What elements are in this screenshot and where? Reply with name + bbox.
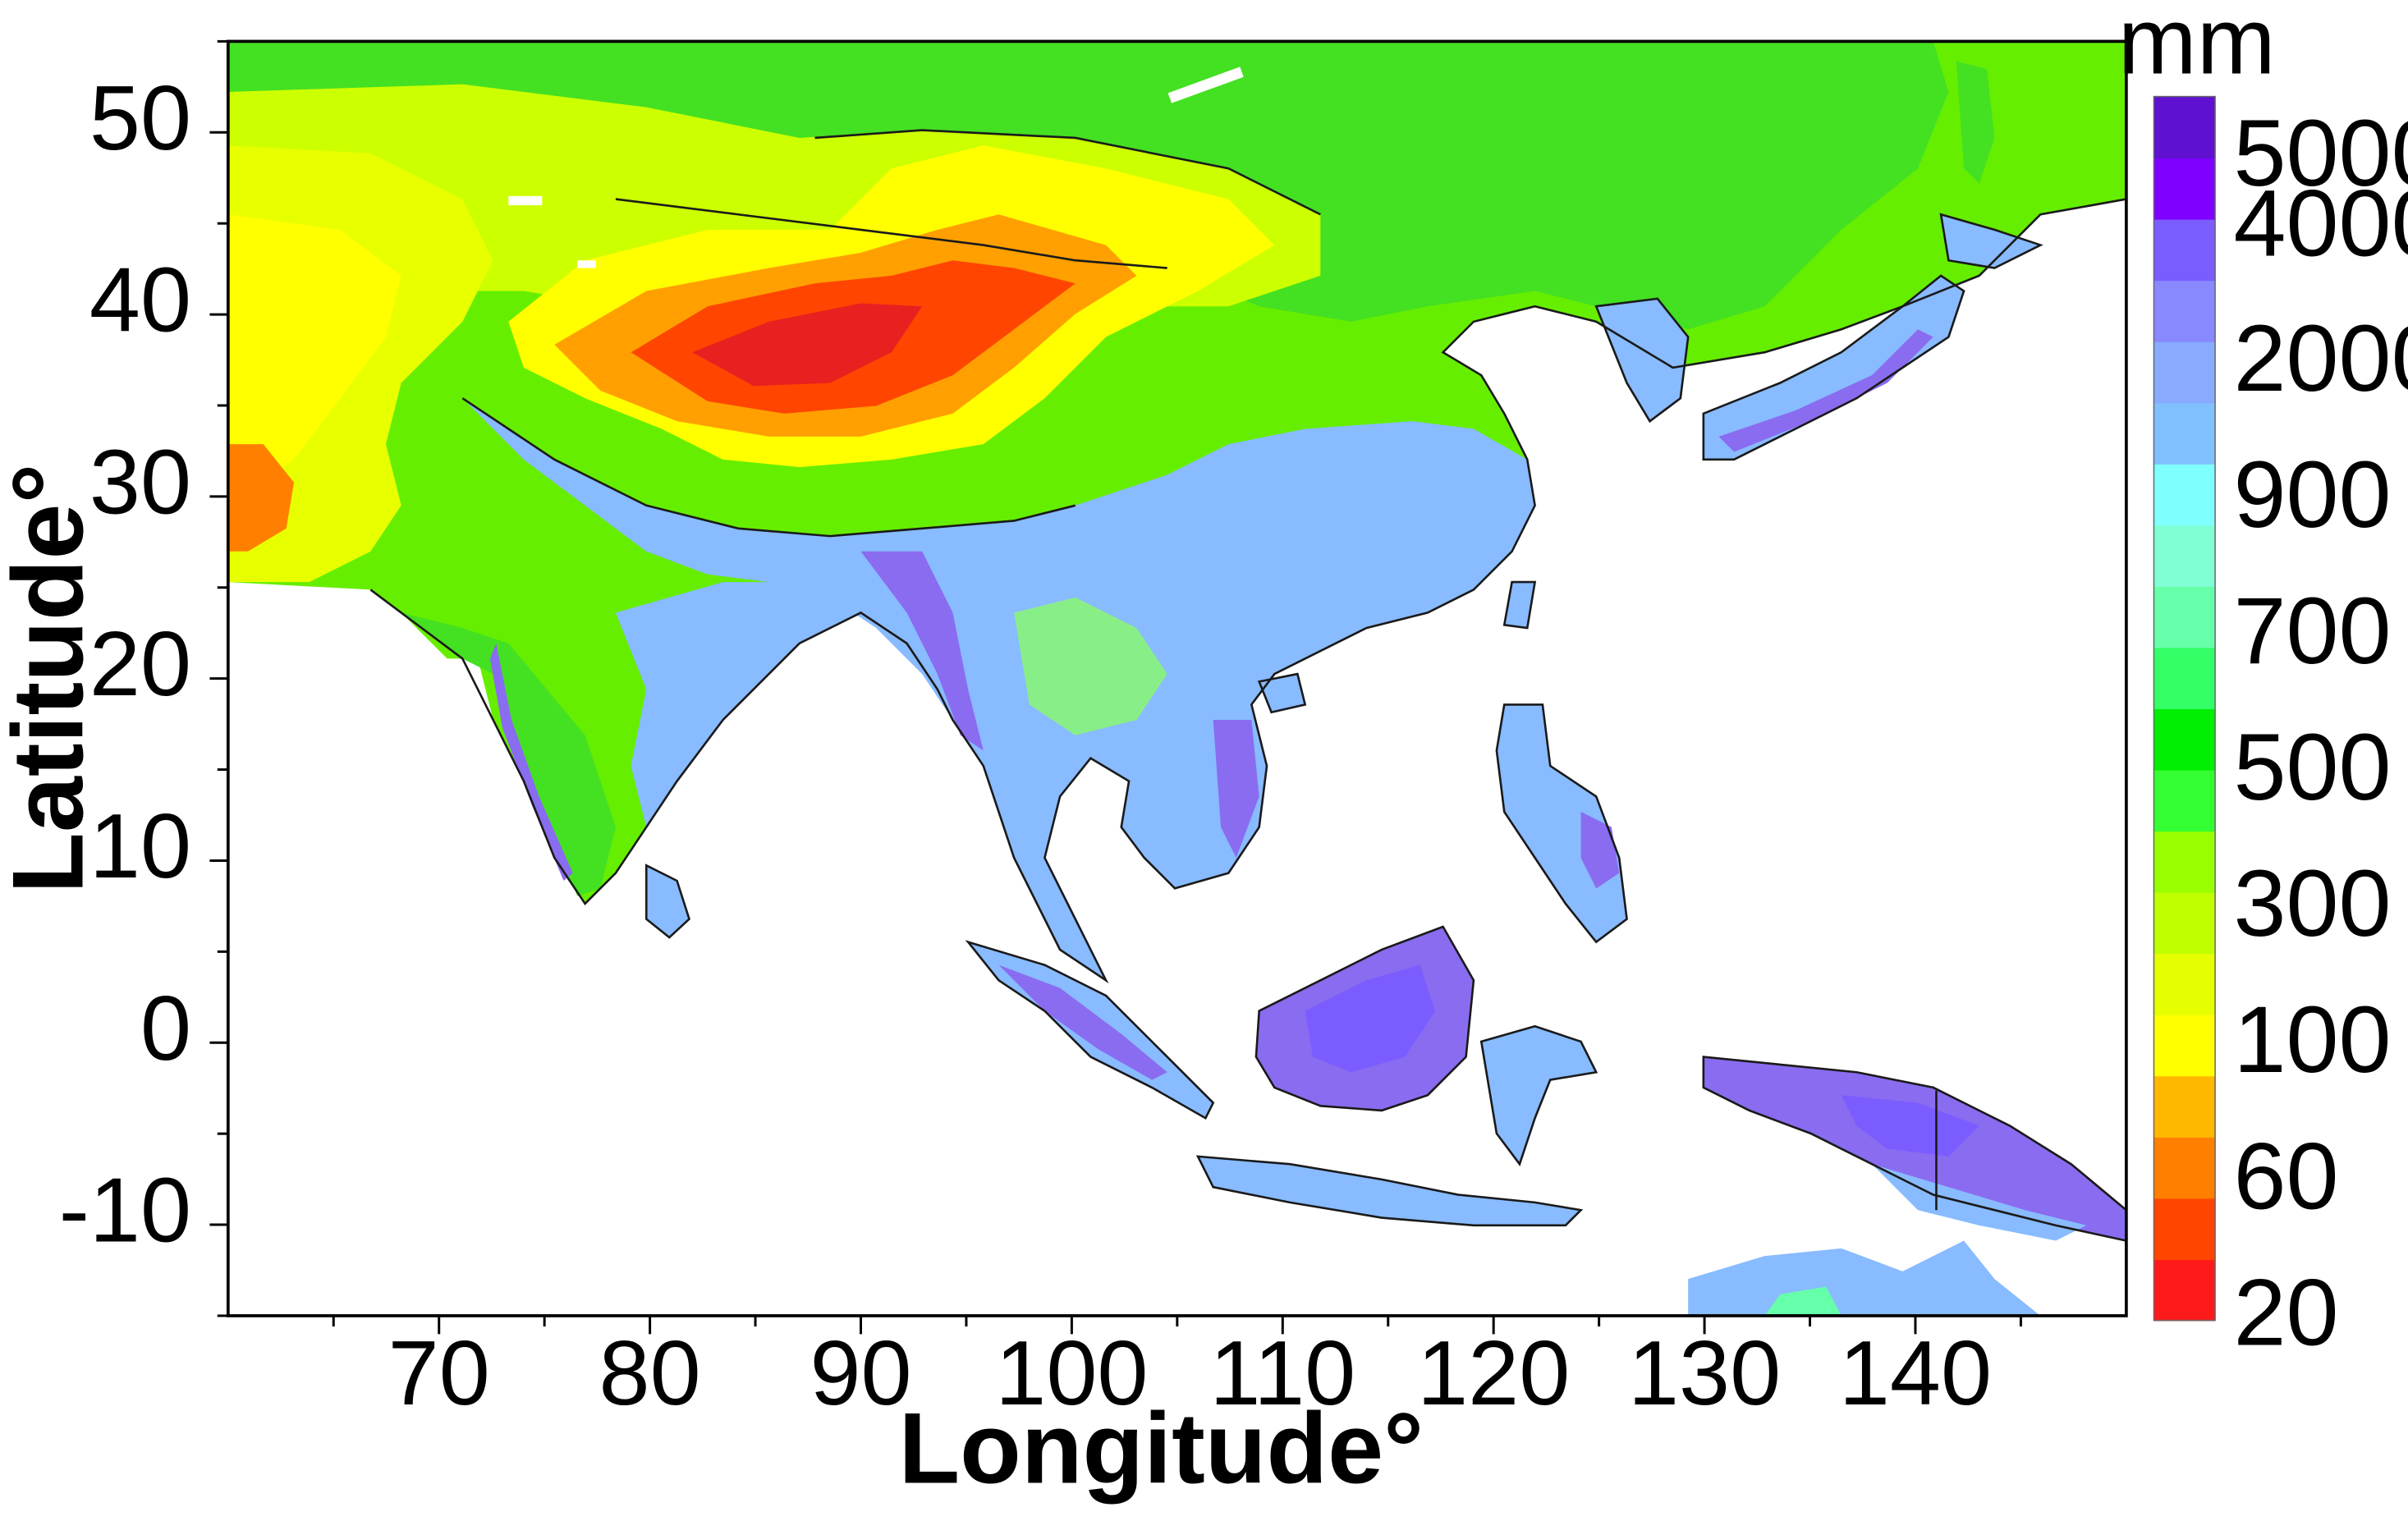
colorbar-label: 4000 xyxy=(2233,172,2408,277)
colorbar-swatch xyxy=(2153,585,2216,648)
x-tick-label: 120 xyxy=(1417,1322,1570,1424)
colorbar-unit: mm xyxy=(2118,0,2276,94)
x-tick-label: 140 xyxy=(1839,1322,1992,1424)
borneo-core xyxy=(1305,964,1436,1073)
japan-main xyxy=(1703,275,1965,460)
x-tick-label: 70 xyxy=(388,1322,490,1424)
colorbar-label: 5000 xyxy=(2233,101,2408,206)
colorbar-swatch xyxy=(2153,647,2216,709)
australia-north xyxy=(1688,1240,2041,1316)
korea xyxy=(1596,298,1689,422)
x-tick-label: 100 xyxy=(995,1322,1148,1424)
colorbar-swatch xyxy=(2153,96,2216,159)
colorbar-swatch xyxy=(2153,1136,2216,1199)
western-desert-core xyxy=(227,214,401,506)
colorbar-swatch xyxy=(2153,1014,2216,1077)
x-tick-label: 90 xyxy=(810,1322,911,1424)
australia-green-patch xyxy=(1764,1286,1842,1316)
colorbar: 50004000 2000 900 700 500 300 100 60 20 xyxy=(2153,95,2408,1365)
colorbar-swatch xyxy=(2153,708,2216,771)
colorbar-swatch xyxy=(2153,831,2216,893)
snow-specks xyxy=(508,66,1244,268)
sulawesi xyxy=(1481,1026,1597,1165)
southeast-interior-green xyxy=(1014,597,1167,735)
myanmar-coast-purple xyxy=(860,551,984,751)
y-tick-label: 40 xyxy=(89,249,191,351)
colorbar-swatch xyxy=(2153,158,2216,220)
colorbar-swatch xyxy=(2153,953,2216,1015)
y-tick-label: 50 xyxy=(89,66,191,169)
y-tick-label: 20 xyxy=(89,612,191,715)
new-guinea-south xyxy=(1872,1164,2087,1241)
central-desert-core xyxy=(692,303,923,387)
colorbar-label: 60 xyxy=(2233,1124,2338,1229)
x-axis: 70 80 90 100 110 120 130 140 xyxy=(332,1315,2022,1424)
x-tick-label: 110 xyxy=(1209,1322,1355,1424)
colorbar-swatch xyxy=(2153,769,2216,832)
western-hotspot xyxy=(227,444,295,552)
colorbar-swatch xyxy=(2153,1075,2216,1138)
y-tick-label: 30 xyxy=(89,430,191,533)
y-tick-label: 0 xyxy=(140,977,191,1079)
colorbar-label: 100 xyxy=(2233,987,2391,1093)
y-axis-title: Latitude° xyxy=(0,464,104,894)
y-axis: 50 40 30 20 10 0 -10 xyxy=(59,39,228,1317)
colorbar-swatch xyxy=(2153,402,2216,465)
colorbar-label: 2000 xyxy=(2233,306,2408,411)
sakhalin xyxy=(1956,61,1995,184)
colorbar-label: 20 xyxy=(2233,1260,2338,1365)
y-tick-label: 10 xyxy=(89,795,191,897)
x-tick-label: 80 xyxy=(599,1322,701,1424)
colorbar-label: 900 xyxy=(2233,442,2391,547)
map-content xyxy=(227,41,2126,1316)
hokkaido xyxy=(1941,214,2041,268)
colorbar-swatch xyxy=(2153,463,2216,526)
map-outlines xyxy=(369,129,2126,1242)
colorbar-swatch xyxy=(2153,341,2216,404)
colorbar-label: 500 xyxy=(2233,715,2391,820)
taiwan xyxy=(1504,582,1535,629)
new-guinea-core xyxy=(1841,1095,1979,1157)
colorbar-swatch xyxy=(2153,891,2216,955)
hainan xyxy=(1259,674,1305,712)
colorbar-label: 700 xyxy=(2233,579,2391,684)
colorbar-swatch xyxy=(2153,1258,2216,1322)
india-zone xyxy=(401,612,616,896)
x-axis-title: Longitude° xyxy=(899,1391,1424,1504)
indochina-east-purple xyxy=(1213,720,1259,858)
colorbar-swatch xyxy=(2153,218,2216,282)
japan-purple xyxy=(1718,329,1933,452)
colorbar-label: 300 xyxy=(2233,851,2391,956)
himalaya-band xyxy=(462,398,1535,981)
india-west-coast xyxy=(489,643,573,881)
colorbar-swatch xyxy=(2153,525,2216,587)
sumatra-purple xyxy=(998,964,1167,1080)
sri-lanka xyxy=(646,865,690,938)
colorbar-swatch xyxy=(2153,280,2216,342)
java xyxy=(1198,1156,1581,1226)
colorbar-frame xyxy=(2153,95,2216,1322)
colorbar-swatch xyxy=(2153,1198,2216,1260)
y-tick-label: -10 xyxy=(59,1159,191,1262)
x-tick-label: 130 xyxy=(1628,1322,1781,1424)
